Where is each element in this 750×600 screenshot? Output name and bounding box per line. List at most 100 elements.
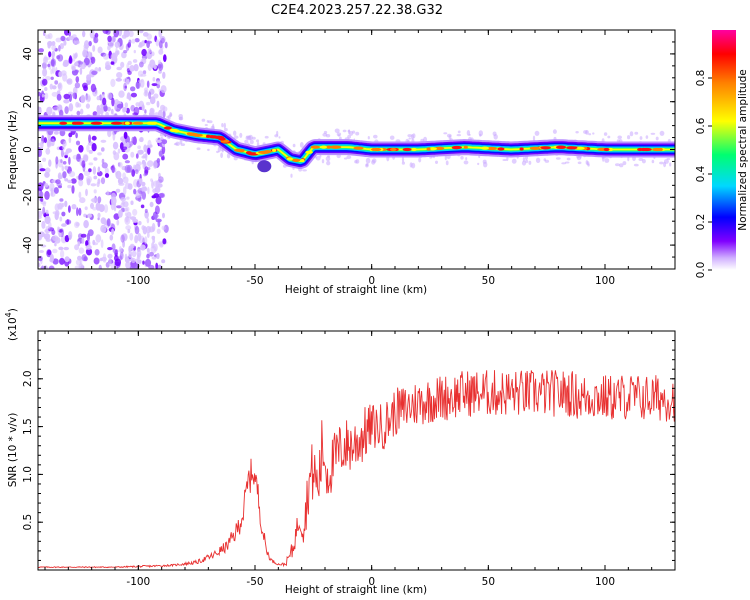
noise-speck <box>78 145 84 153</box>
haze-speck <box>204 124 208 126</box>
noise-speck <box>88 162 94 166</box>
noise-speck <box>140 204 145 209</box>
ridge-peak <box>540 146 551 150</box>
colorbar-ticks: 0.0 0.2 0.4 0.6 0.8 <box>695 70 712 278</box>
noise-speck <box>71 66 76 71</box>
noise-speck <box>138 235 145 244</box>
noise-speck <box>101 147 105 152</box>
noise-speck <box>113 152 120 161</box>
haze-speck <box>349 130 354 136</box>
noise-speck <box>114 102 117 111</box>
noise-speck <box>97 196 102 204</box>
haze-speck <box>290 173 293 178</box>
noise-speck <box>58 232 62 238</box>
noise-speck <box>143 87 149 94</box>
noise-speck <box>139 136 144 143</box>
noise-speck <box>151 242 155 249</box>
noise-speck <box>115 77 123 82</box>
noise-speck <box>68 231 73 240</box>
haze-speck <box>407 134 413 138</box>
noise-speck <box>62 61 69 67</box>
ridge-peak <box>72 121 84 125</box>
noise-speck <box>160 85 167 94</box>
haze-speck <box>175 141 181 146</box>
noise-speck <box>130 151 135 158</box>
noise-speck <box>111 243 116 251</box>
noise-speck <box>44 183 49 188</box>
noise-speck <box>122 176 129 184</box>
noise-speck <box>92 242 99 246</box>
noise-speck <box>87 51 92 58</box>
haze-speck <box>639 136 643 140</box>
noise-speck <box>56 55 61 60</box>
noise-speck <box>140 244 146 251</box>
snr-x-axis-label: Height of straight line (km) <box>285 584 427 596</box>
noise-speck <box>52 248 58 254</box>
noise-speck <box>61 165 65 172</box>
noise-speck <box>82 30 86 38</box>
noise-speck <box>159 192 166 199</box>
noise-speck <box>140 73 147 77</box>
noise-speck <box>55 37 62 43</box>
noise-speck <box>85 103 90 109</box>
noise-speck <box>87 213 92 218</box>
noise-speck <box>117 177 124 185</box>
haze-speck <box>618 163 624 168</box>
noise-speck <box>141 191 146 200</box>
noise-speck <box>134 38 140 43</box>
ridge-peak <box>325 145 332 149</box>
haze-speck <box>355 131 360 136</box>
noise-speck <box>112 141 119 150</box>
noise-speck <box>151 235 156 240</box>
noise-speck <box>107 253 113 259</box>
noise-speck <box>55 210 60 217</box>
noise-speck <box>155 180 160 188</box>
noise-speck <box>128 39 132 45</box>
noise-speck <box>78 191 82 199</box>
noise-speck <box>126 196 130 200</box>
haze-speck <box>292 143 296 148</box>
ridge-peak <box>234 148 245 152</box>
noise-speck <box>122 146 128 150</box>
noise-speck <box>64 154 68 159</box>
noise-speck <box>48 265 55 269</box>
noise-speck <box>128 94 132 101</box>
noise-speck <box>88 40 92 47</box>
noise-speck <box>114 50 119 57</box>
haze-speck <box>627 156 630 162</box>
haze-speck <box>201 118 206 122</box>
haze-speck <box>552 129 557 134</box>
ridge-peak <box>426 147 431 151</box>
noise-speck <box>161 156 165 161</box>
noise-speck <box>136 248 142 258</box>
haze-speck <box>278 136 281 139</box>
noise-speck <box>57 83 62 89</box>
ridge-peak <box>90 121 103 125</box>
haze-speck <box>650 132 656 135</box>
noise-speck <box>38 210 43 217</box>
noise-speck <box>137 79 143 83</box>
snr-y-multiplier: (x104) <box>4 308 19 341</box>
haze-speck <box>323 130 328 134</box>
noise-speck <box>54 242 57 247</box>
noise-speck <box>44 236 48 240</box>
noise-speck <box>54 203 60 212</box>
noise-speck <box>83 44 90 49</box>
ridge-peak <box>305 150 313 154</box>
noise-speck <box>60 70 67 76</box>
haze-speck <box>256 142 260 147</box>
ridge-peak <box>486 146 498 151</box>
haze-speck <box>355 159 360 164</box>
noise-speck <box>92 111 98 117</box>
spectrogram-heatmap <box>38 30 675 269</box>
spectrogram-x-axis-label: Height of straight line (km) <box>285 284 427 296</box>
haze-speck <box>244 139 249 144</box>
noise-speck <box>153 243 158 252</box>
noise-speck <box>38 142 41 147</box>
noise-speck <box>156 228 161 234</box>
noise-speck <box>123 30 130 38</box>
noise-speck <box>146 232 150 238</box>
noise-speck <box>61 144 66 151</box>
haze-speck <box>169 113 173 117</box>
noise-speck <box>80 233 87 238</box>
